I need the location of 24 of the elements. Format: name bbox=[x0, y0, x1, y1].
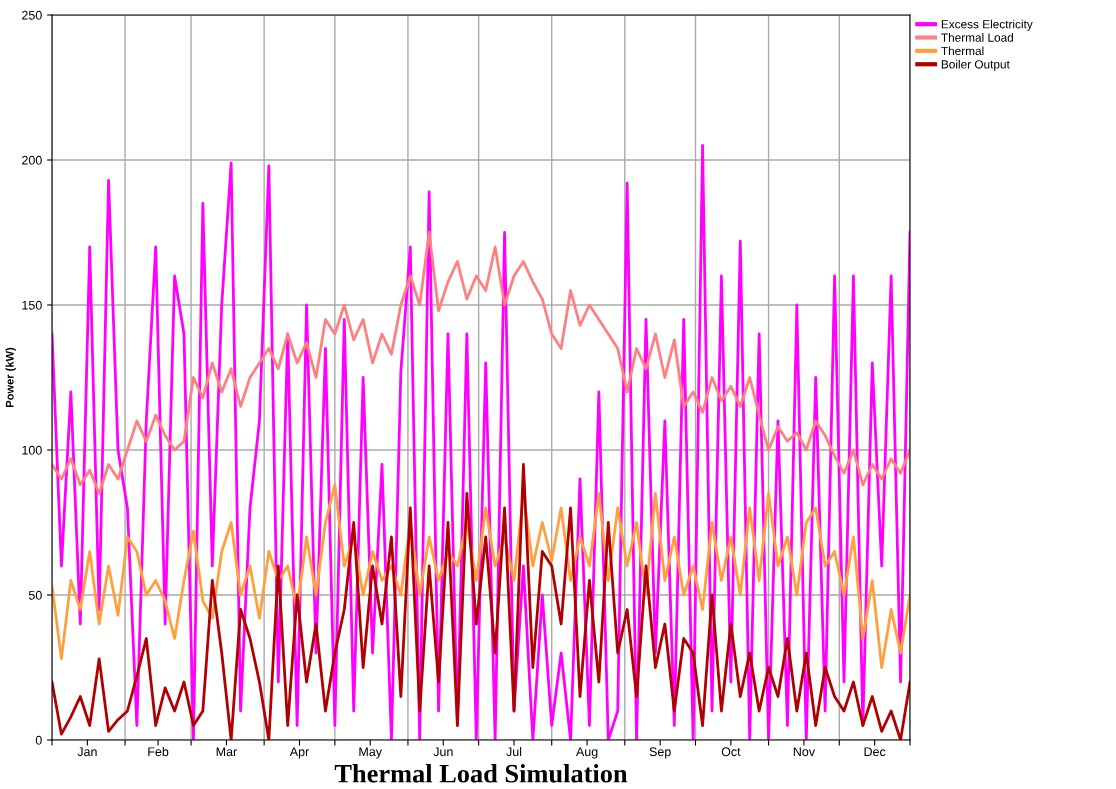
legend-label: Boiler Output bbox=[941, 59, 1010, 71]
x-tick-label: Jan bbox=[77, 747, 97, 757]
x-tick-label: Sep bbox=[649, 747, 671, 759]
x-tick-label: Nov bbox=[793, 747, 815, 757]
x-tick-label: Jul bbox=[506, 746, 522, 757]
y-axis-title: Power (kW) bbox=[5, 347, 16, 408]
y-tick-label: 200 bbox=[22, 155, 42, 165]
legend-label: Thermal Load bbox=[941, 33, 1013, 42]
x-tick-label: Feb bbox=[148, 746, 169, 757]
x-tick-label: Aug bbox=[575, 747, 598, 759]
text: Thermal Load Simulation bbox=[334, 764, 628, 783]
y-tick-label: 150 bbox=[22, 300, 42, 310]
x-tick-label: Oct bbox=[721, 747, 741, 757]
legend-label: Thermal bbox=[941, 46, 984, 56]
y-tick-label: 50 bbox=[28, 590, 42, 600]
y-tick-label: 250 bbox=[22, 10, 42, 20]
x-tick-label: Dec bbox=[864, 747, 886, 757]
y-tick-label: 100 bbox=[22, 445, 42, 455]
legend-label: Excess Electricity bbox=[941, 19, 1033, 31]
x-tick-label: May bbox=[359, 747, 382, 759]
x-tick-label: Jun bbox=[433, 747, 453, 757]
x-tick-label: Mar bbox=[216, 747, 237, 757]
y-tick-label: 0 bbox=[35, 735, 42, 745]
x-tick-label: Apr bbox=[289, 747, 310, 759]
